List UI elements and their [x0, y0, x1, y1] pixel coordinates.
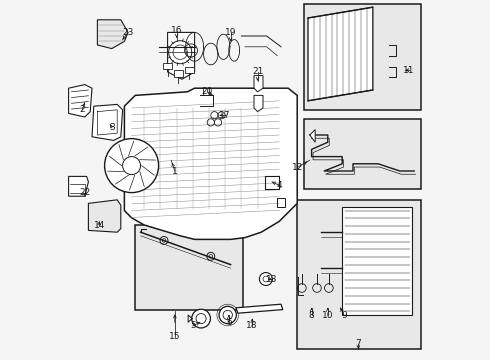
- Text: 5: 5: [190, 321, 196, 330]
- Text: 16: 16: [171, 26, 182, 35]
- Text: 20: 20: [201, 87, 213, 96]
- Bar: [297, 200, 421, 349]
- Text: 9: 9: [341, 310, 347, 320]
- Text: 1: 1: [172, 166, 178, 175]
- Text: 18: 18: [246, 321, 258, 330]
- Circle shape: [219, 306, 236, 324]
- Polygon shape: [98, 20, 128, 49]
- Text: 4: 4: [276, 181, 282, 190]
- Text: 8: 8: [309, 310, 315, 320]
- Bar: [342, 207, 413, 315]
- Text: 3: 3: [109, 123, 115, 132]
- Polygon shape: [254, 95, 263, 112]
- Text: 7: 7: [356, 339, 361, 348]
- Text: 6: 6: [226, 318, 232, 327]
- Bar: [304, 4, 421, 110]
- Text: 14: 14: [94, 220, 105, 230]
- Polygon shape: [88, 200, 121, 232]
- Polygon shape: [92, 104, 122, 140]
- Circle shape: [192, 309, 210, 328]
- Text: 21: 21: [252, 68, 263, 77]
- Text: 19: 19: [225, 28, 236, 37]
- Polygon shape: [310, 130, 315, 142]
- Text: 22: 22: [79, 188, 91, 197]
- Text: 10: 10: [322, 310, 334, 320]
- Text: 2: 2: [79, 105, 85, 114]
- Polygon shape: [69, 176, 88, 196]
- Text: 12: 12: [292, 163, 303, 172]
- Bar: [135, 225, 243, 310]
- Polygon shape: [124, 88, 297, 239]
- Circle shape: [104, 139, 159, 193]
- Text: 15: 15: [169, 332, 180, 341]
- Text: 11: 11: [403, 66, 415, 75]
- Text: 23: 23: [122, 28, 134, 37]
- Text: 17: 17: [220, 111, 231, 120]
- Polygon shape: [168, 32, 195, 79]
- Bar: [185, 67, 194, 73]
- Bar: [163, 63, 172, 69]
- Polygon shape: [69, 85, 92, 117]
- Polygon shape: [308, 7, 373, 101]
- Bar: [174, 70, 183, 77]
- Circle shape: [259, 273, 272, 285]
- Polygon shape: [254, 76, 263, 92]
- Polygon shape: [236, 304, 283, 313]
- Bar: [304, 119, 421, 189]
- Text: 13: 13: [266, 275, 278, 284]
